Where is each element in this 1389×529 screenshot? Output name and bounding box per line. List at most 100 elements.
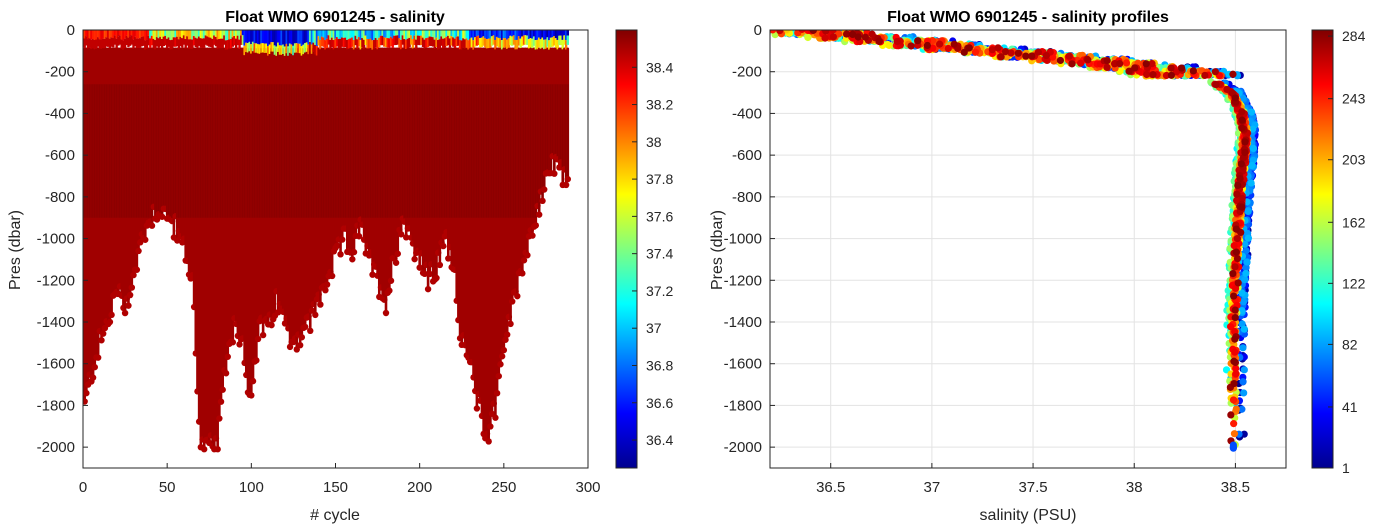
profile-point [1240, 389, 1248, 397]
y-tick-label: -1800 [724, 397, 762, 414]
column-bottom-point [323, 281, 331, 288]
profile-point [1240, 325, 1248, 333]
colorbar-tick-label: 36.6 [646, 395, 673, 411]
column-bottom-point [433, 274, 440, 282]
x-axis-ticks: 0 50 100 150 200 250 300 [79, 463, 601, 496]
profile-point [842, 30, 851, 38]
column-bottom-point [493, 389, 501, 397]
y-tick-label: -600 [45, 147, 75, 164]
column-bottom-point [148, 222, 156, 229]
x-tick-label: 200 [407, 479, 432, 496]
x-axis-label: # cycle [310, 507, 360, 524]
colorbar-tick-label: 284 [1342, 28, 1366, 44]
colorbar-tick-label: 37.6 [646, 208, 673, 224]
column-bottom-point [83, 398, 88, 405]
profile-point [1201, 71, 1209, 80]
column-bottom-point [128, 284, 136, 291]
profile-point [1178, 64, 1186, 72]
column-bottom-point [556, 164, 563, 171]
colorbar-ticks: 1 41 82 122 162 203 243 284 [1328, 28, 1366, 476]
column-bottom-point [369, 271, 376, 278]
profile-point [1065, 52, 1073, 60]
profile-point [829, 30, 837, 34]
column-bottom-point [562, 181, 570, 189]
column-bottom-point [201, 446, 208, 453]
column-bottom-point [302, 323, 309, 331]
profile-point [1238, 124, 1246, 132]
profile-point [1231, 348, 1239, 356]
profile-point [804, 33, 812, 42]
y-tick-label: -1400 [724, 314, 762, 331]
profile-point [1240, 298, 1248, 306]
column-bottom-point [229, 339, 237, 346]
column-bottom-point [411, 255, 418, 263]
y-tick-label: -1400 [37, 314, 75, 331]
profile-point [1230, 292, 1238, 300]
profile-point [1116, 60, 1124, 68]
profile-point [1229, 70, 1237, 78]
profile-point [997, 53, 1005, 61]
y-tick-label: -1000 [724, 231, 762, 248]
profile-point [1223, 85, 1231, 94]
profile-point [1034, 48, 1042, 56]
y-tick-label: -1600 [724, 356, 762, 373]
column-bottom-point [126, 291, 134, 299]
column-bottom-point [219, 386, 226, 393]
profile-point [1167, 71, 1175, 79]
column-bottom-point [91, 363, 98, 371]
column-bottom-point [532, 222, 540, 229]
column-bottom-point [98, 337, 105, 344]
y-axis-ticks: 0 -200 -400 -600 -800 -1000 -1200 -1400 -1600 -18… [37, 22, 88, 456]
profile-point [1231, 306, 1239, 314]
column-bottom-point [498, 353, 506, 360]
profile-point [1125, 67, 1133, 75]
column-bottom-point [355, 233, 363, 240]
column-bottom-point [133, 266, 141, 273]
profile-point [1231, 284, 1240, 293]
column-bottom-point [89, 374, 97, 381]
profile-point [1227, 323, 1235, 331]
profile-point [1236, 175, 1244, 183]
column-bottom-point [83, 389, 90, 397]
profile-point [1244, 234, 1253, 242]
profile-point [1249, 125, 1257, 133]
profile-point [1238, 203, 1246, 211]
profile-point [936, 40, 944, 48]
profile-point [1229, 396, 1238, 404]
profile-point [1230, 357, 1238, 365]
column-bottom-point [519, 270, 526, 277]
profile-point [971, 48, 980, 56]
column-bottom-point [254, 335, 262, 343]
profile-point [1238, 405, 1246, 413]
profile-point [914, 37, 922, 45]
profile-point [1243, 258, 1251, 266]
colorbar-tick-label: 37.8 [646, 171, 673, 187]
colorbar-tick-label: 36.8 [646, 357, 673, 373]
profile-point [1238, 108, 1246, 116]
profile-point [1143, 70, 1151, 79]
profile-point [1167, 64, 1175, 72]
profile-point [1230, 420, 1238, 428]
column-bottom-point [106, 318, 114, 326]
column-bottom-point [492, 414, 499, 421]
column-bottom-point [337, 251, 344, 258]
profile-point [1241, 138, 1249, 146]
profile-point [988, 46, 996, 54]
column-bottom-point [130, 271, 137, 279]
column-bottom-point [317, 301, 324, 308]
colorbar-tick-label: 36.4 [646, 432, 673, 448]
profile-point [1131, 64, 1139, 72]
column-bottom-point [142, 236, 149, 243]
y-tick-label: -1200 [724, 272, 762, 289]
profile-point [1028, 52, 1036, 60]
profile-point [1230, 430, 1239, 438]
colorbar-tick-label: 37.4 [646, 246, 673, 262]
y-tick-label: -200 [732, 64, 762, 81]
column-bottom-point [551, 170, 558, 177]
y-tick-label: -1200 [37, 272, 75, 289]
column-bottom-point [500, 346, 508, 354]
profile-point [1233, 234, 1241, 243]
x-tick-label: 38.5 [1221, 479, 1250, 496]
y-tick-label: -200 [45, 64, 75, 81]
